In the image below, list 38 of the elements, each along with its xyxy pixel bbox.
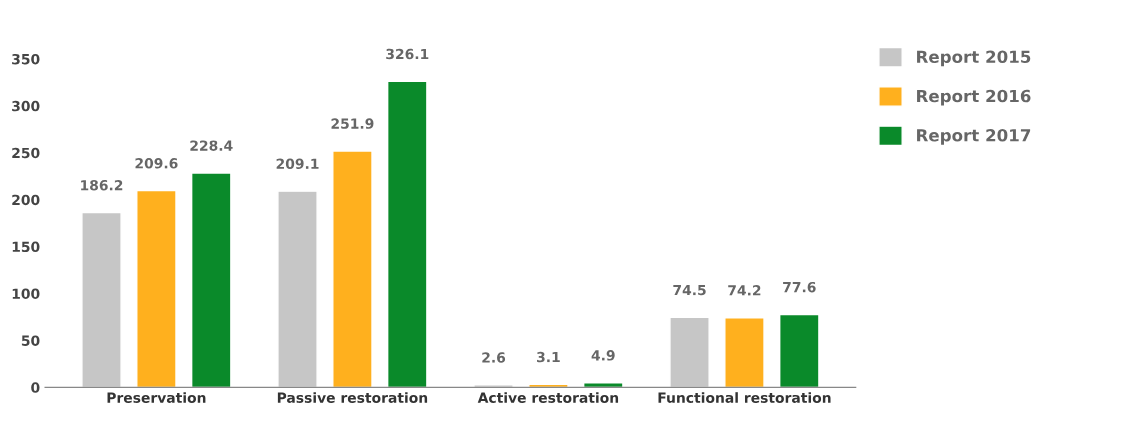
x-tick-label: Preservation [107, 392, 206, 403]
bar [724, 317, 765, 388]
y-tick-label: 50 [21, 335, 40, 346]
bar [81, 211, 122, 388]
data-label: 3.1 [537, 351, 560, 363]
bar [669, 316, 710, 388]
bar [473, 384, 514, 388]
data-label: 74.2 [728, 285, 761, 296]
data-label: 77.6 [783, 281, 816, 293]
y-tick-label: 100 [12, 288, 40, 299]
y-tick-label: 200 [12, 194, 40, 206]
y-tick-label: 250 [12, 147, 40, 159]
data-label: 251.9 [331, 118, 374, 129]
bar [779, 313, 820, 388]
data-label: 74.5 [673, 284, 706, 296]
data-label: 326.1 [386, 48, 429, 60]
y-tick-label: 150 [12, 241, 40, 253]
y-tick-label: 300 [12, 100, 40, 112]
legend-label: Report 2017 [917, 128, 1031, 145]
data-label: 186.2 [81, 179, 123, 191]
bar [582, 382, 624, 388]
legend-label: Report 2015 [917, 50, 1031, 67]
x-tick-label: Functional restoration [658, 392, 831, 403]
bar [190, 172, 232, 388]
bar [332, 150, 373, 388]
bar [277, 190, 318, 388]
data-label: 4.9 [591, 350, 615, 361]
x-tick-label: Passive restoration [277, 392, 428, 403]
x-tick-label: Active restoration [477, 392, 619, 403]
data-label: 2.6 [482, 352, 506, 363]
y-tick-label: 350 [12, 53, 40, 65]
data-label: 228.4 [190, 140, 233, 151]
y-tick-label: 0 [31, 382, 40, 393]
data-label: 209.1 [276, 158, 319, 169]
bar [136, 189, 177, 388]
legend-label: Report 2016 [917, 89, 1031, 106]
bar [386, 80, 428, 388]
data-label: 209.6 [135, 158, 178, 169]
